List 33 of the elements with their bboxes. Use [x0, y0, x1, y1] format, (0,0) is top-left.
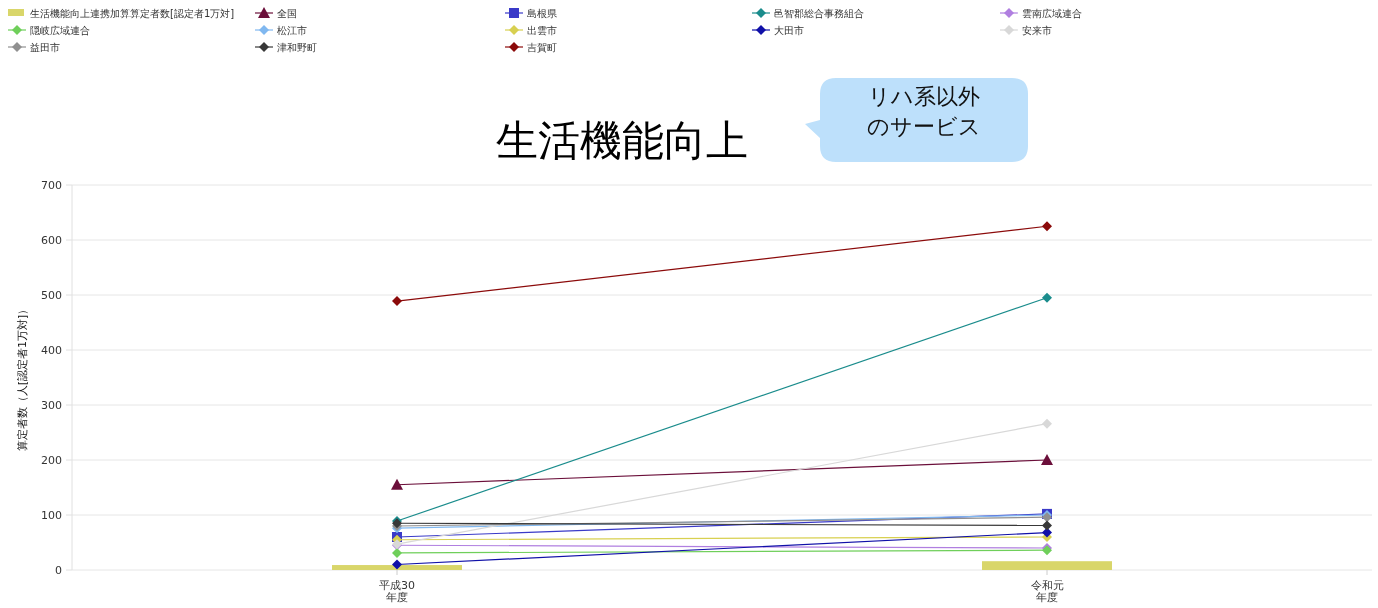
point	[1042, 221, 1052, 232]
legend-label: 出雲市	[527, 25, 557, 36]
legend-label: 全国	[277, 8, 297, 19]
chart-title: 生活機能向上	[496, 116, 748, 165]
legend-label: 邑智郡総合事務組合	[774, 8, 864, 19]
legend-label: 吉賀町	[527, 42, 557, 53]
legend-label: 大田市	[774, 25, 804, 36]
point	[1042, 520, 1052, 531]
point	[392, 547, 402, 558]
legend-label: 津和野町	[277, 42, 317, 53]
y-tick-label: 700	[41, 179, 62, 192]
point	[392, 559, 402, 570]
x-tick-label: 令和元年度	[1029, 579, 1065, 604]
legend-label: 隠岐広域連合	[30, 25, 90, 36]
point	[1042, 292, 1052, 303]
y-tick-label: 600	[41, 234, 62, 247]
y-tick-label: 500	[41, 289, 62, 302]
legend-label: 安来市	[1022, 25, 1052, 36]
y-tick-label: 400	[41, 344, 62, 357]
legend-label: 雲南広域連合	[1022, 8, 1082, 19]
y-tick-label: 0	[55, 564, 62, 577]
y-tick-label: 300	[41, 399, 62, 412]
x-tick-label: 平成30年度	[378, 579, 416, 604]
point	[392, 296, 402, 307]
legend-label: 益田市	[30, 42, 60, 53]
legend-label: 生活機能向上連携加算算定者数[認定者1万対]	[30, 8, 235, 19]
legend-label: 松江市	[277, 25, 307, 36]
point	[1042, 418, 1052, 429]
annotation: リハ系以外のサービス	[805, 78, 1028, 162]
y-tick-label: 200	[41, 454, 62, 467]
y-tick-label: 100	[41, 509, 62, 522]
legend-label: 島根県	[527, 8, 557, 19]
y-axis-title: 算定者数（人[認定者1万対]）	[16, 303, 29, 452]
